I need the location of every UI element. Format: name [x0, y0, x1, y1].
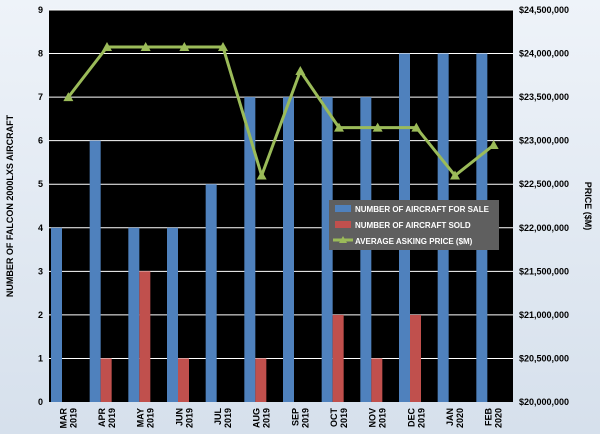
bar-for-sale: [321, 97, 333, 402]
left-tick-label: 6: [38, 136, 43, 146]
bar-sold: [255, 358, 267, 402]
legend-label-for-sale: NUMBER OF AIRCRAFT FOR SALE: [355, 205, 490, 214]
price-line: [63, 42, 499, 180]
right-tick-label: $22,000,000: [519, 223, 569, 233]
right-tick-label: $23,500,000: [519, 92, 569, 102]
price-point: [334, 122, 344, 132]
price-point: [372, 122, 383, 132]
bar-for-sale: [205, 184, 217, 402]
price-point: [63, 92, 74, 102]
left-axis-ticks: 0 1 2 3 4 5 6 7 8 9: [38, 5, 43, 407]
x-tick-label: MAY2019: [136, 408, 156, 428]
legend-label-sold: NUMBER OF AIRCRAFT SOLD: [355, 221, 471, 230]
price-point: [256, 170, 267, 180]
bar-for-sale: [283, 97, 294, 402]
x-tick-label: JAN2020: [445, 408, 465, 428]
x-tick-label: FEB2020: [484, 407, 504, 428]
bar-for-sale: [244, 97, 256, 402]
bar-for-sale: [128, 227, 140, 402]
x-tick-label: MAR2019: [58, 408, 78, 429]
legend-label-price: AVERAGE ASKING PRICE ($M): [355, 237, 473, 246]
x-tick-label: OCT2019: [329, 408, 349, 429]
bar-for-sale: [167, 227, 178, 402]
price-point: [411, 122, 422, 132]
left-tick-label: 1: [38, 353, 43, 363]
right-axis-title: PRICE ($M): [583, 182, 593, 231]
price-point: [295, 65, 306, 75]
legend-marker-price: [339, 236, 347, 243]
bar-sold: [178, 358, 189, 402]
right-tick-label: $21,500,000: [519, 266, 569, 276]
left-tick-label: 9: [38, 5, 43, 15]
legend-swatch-sold: [335, 221, 351, 228]
x-tick-label: AUG2019: [252, 408, 272, 428]
left-tick-label: 7: [38, 92, 43, 102]
price-series-line: [67, 45, 495, 178]
left-axis-title: NUMBER OF FALCON 2000LXS AIRCRAFT: [5, 114, 15, 297]
left-tick-label: 3: [38, 266, 43, 276]
price-point: [450, 170, 460, 180]
price-point: [102, 42, 112, 52]
right-tick-label: $24,000,000: [519, 49, 569, 59]
bar-sold: [371, 358, 383, 402]
right-tick-label: $24,500,000: [519, 5, 569, 15]
right-tick-label: $22,500,000: [519, 179, 569, 189]
left-tick-label: 8: [38, 49, 43, 59]
legend: NUMBER OF AIRCRAFT FOR SALE NUMBER OF AI…: [329, 200, 499, 250]
left-tick-label: 2: [38, 310, 43, 320]
bar-sold: [332, 314, 344, 402]
x-tick-label: JUN2019: [174, 408, 194, 428]
x-tick-label: APR2019: [97, 408, 117, 429]
right-axis-ticks: $20,000,000 $20,500,000 $21,000,000 $21,500…: [519, 5, 569, 407]
sold-bars: [100, 271, 421, 402]
bar-sold: [139, 271, 151, 402]
gridlines: [49, 9, 513, 359]
left-tick-label: 0: [38, 397, 43, 407]
x-axis-ticks: MAR2019 APR2019 MAY2019 JUN2019 JUL2019 AUG20…: [58, 407, 503, 428]
price-point: [140, 42, 151, 52]
legend-swatch-for-sale: [335, 205, 351, 212]
bar-for-sale: [51, 227, 62, 402]
bar-sold: [100, 358, 112, 402]
right-tick-label: $23,000,000: [519, 136, 569, 146]
left-tick-label: 5: [38, 179, 43, 189]
right-tick-label: $20,000,000: [519, 397, 569, 407]
x-tick-label: NOV2019: [368, 408, 388, 428]
x-tick-label: SEP2019: [290, 408, 310, 428]
left-tick-label: 4: [38, 223, 43, 233]
legend-box: [329, 200, 499, 250]
bar-for-sale: [89, 140, 101, 402]
x-tick-label: JUL2019: [213, 408, 233, 429]
price-point: [179, 42, 190, 52]
right-tick-label: $21,000,000: [519, 310, 569, 320]
x-tick-label: DEC2019: [406, 408, 426, 429]
bar-sold: [410, 314, 421, 402]
right-tick-label: $20,500,000: [519, 353, 569, 363]
price-point: [488, 140, 499, 150]
price-point: [218, 42, 228, 52]
